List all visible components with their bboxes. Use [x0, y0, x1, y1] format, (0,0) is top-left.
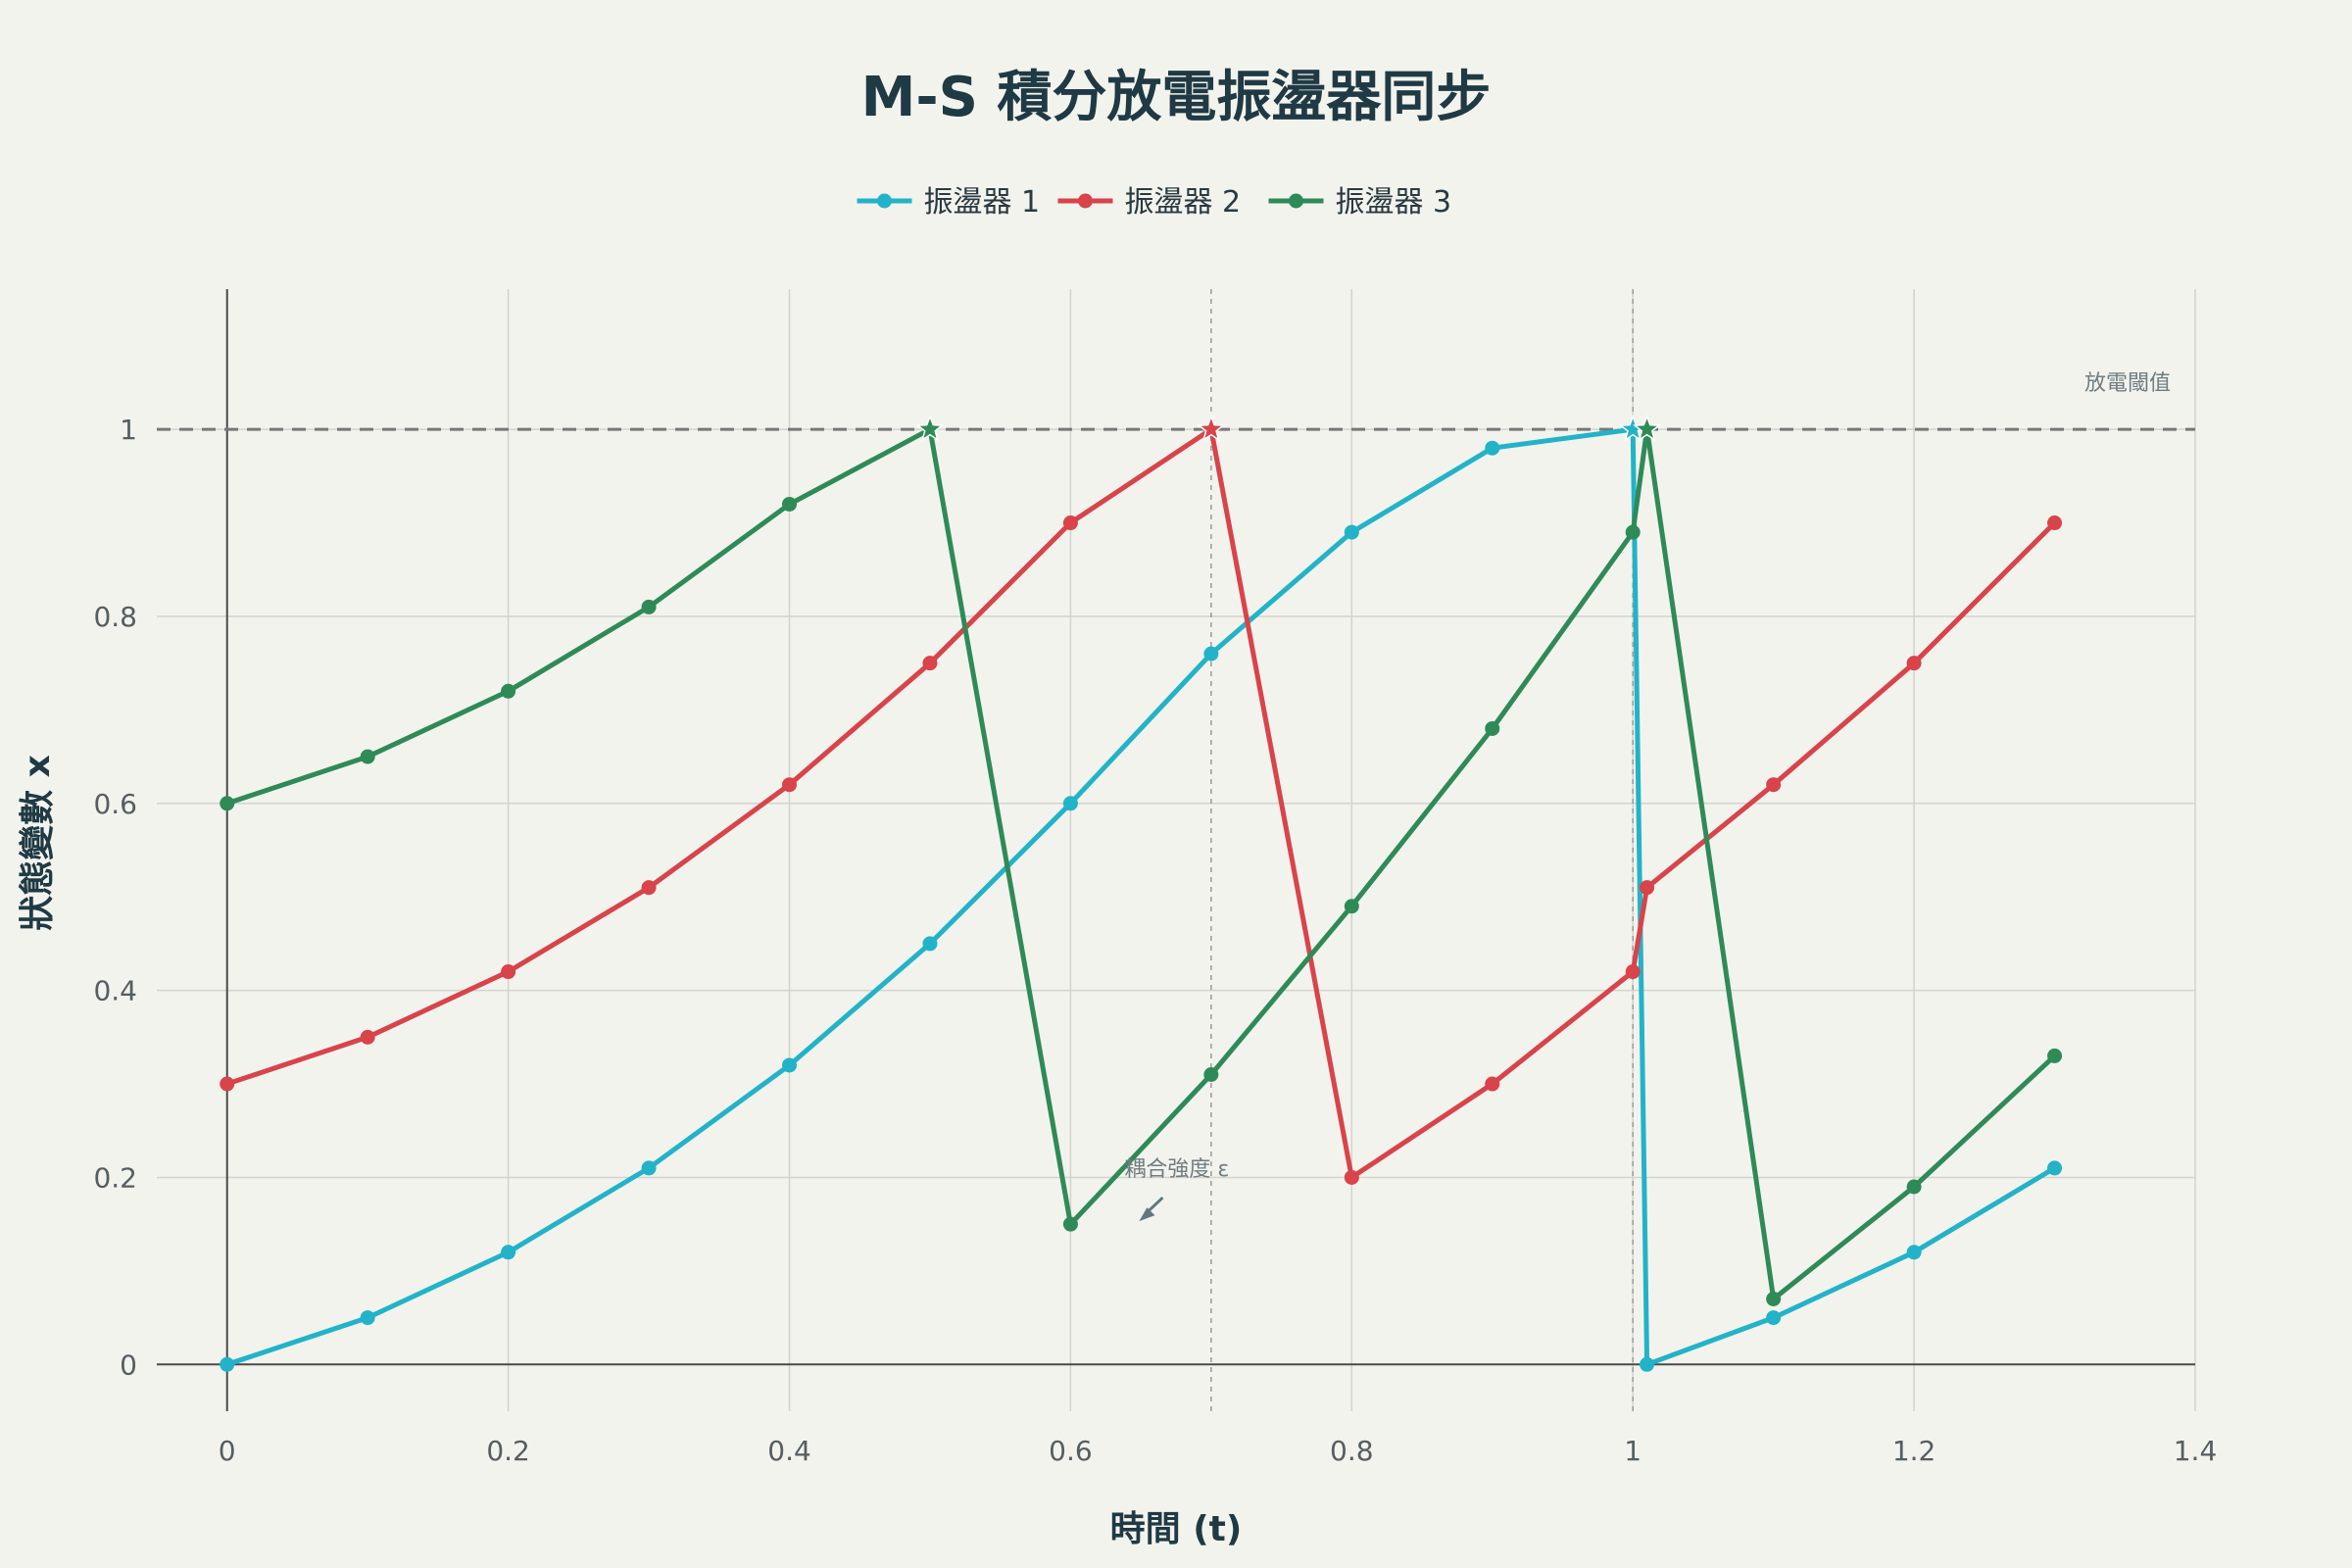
data-point	[1485, 720, 1500, 736]
y-tick-label: 0.2	[93, 1161, 137, 1194]
data-point	[1485, 1076, 1500, 1092]
data-point	[1906, 1179, 1922, 1195]
x-tick-label: 0.8	[1330, 1435, 1374, 1467]
data-point	[1906, 1245, 1922, 1260]
legend: 振盪器 1 振盪器 2 振盪器 3	[857, 185, 1452, 220]
legend-item-1: 振盪器 1	[857, 185, 1041, 220]
data-point	[922, 936, 938, 952]
data-point	[1344, 1169, 1359, 1185]
y-tick-label: 0	[120, 1348, 137, 1381]
data-point	[220, 796, 235, 811]
legend-swatch-marker	[877, 193, 892, 209]
data-point	[360, 1029, 375, 1045]
data-point	[1344, 524, 1359, 540]
annotation-arrowhead	[1139, 1207, 1155, 1222]
data-point	[501, 683, 516, 699]
data-point	[782, 1057, 798, 1073]
data-point	[220, 1356, 235, 1372]
series-line	[225, 426, 2056, 1367]
threshold-line: 放電閾值	[157, 371, 2195, 431]
data-point	[1203, 1067, 1219, 1082]
x-tick-label: 0.4	[767, 1435, 811, 1467]
data-point	[641, 1160, 657, 1176]
data-point	[641, 599, 657, 614]
x-tick-label: 0.2	[486, 1435, 530, 1467]
y-tick-label: 0.6	[93, 788, 137, 820]
series-1	[220, 414, 2063, 1372]
data-point	[220, 1076, 235, 1092]
vertical-markers	[1210, 289, 1634, 1411]
legend-swatch-marker	[1289, 193, 1303, 209]
series-2	[220, 414, 2063, 1185]
data-point	[2047, 515, 2063, 531]
x-tick-label: 0	[219, 1435, 236, 1467]
series-layer	[220, 414, 2063, 1372]
annotations: 耦合強度 ε	[1124, 1157, 1229, 1222]
data-point	[1203, 646, 1219, 662]
data-point	[1766, 1292, 1782, 1306]
data-point	[1344, 899, 1359, 914]
y-tick-label: 0.4	[93, 975, 137, 1007]
fire-star-marker	[915, 414, 945, 442]
chart-title: M-S 積分放電振盪器同步	[861, 66, 1492, 129]
x-tick-label: 1	[1624, 1435, 1642, 1467]
legend-label: 振盪器 1	[924, 185, 1041, 220]
series-3	[220, 414, 2063, 1306]
data-point	[782, 496, 798, 512]
fire-star-marker	[1633, 414, 1661, 442]
data-point	[501, 1245, 516, 1260]
y-axis-title: 狀態變數 x	[18, 755, 58, 931]
x-tick-label: 1.4	[2174, 1435, 2218, 1467]
data-point	[360, 749, 375, 764]
y-tick-label: 0.8	[93, 601, 137, 633]
x-axis-title: 時間 (t)	[1110, 1509, 1243, 1549]
data-point	[1640, 1356, 1655, 1372]
data-point	[1062, 796, 1078, 811]
axes: 0 0.2 0.4 0.6 0.8 1 1.2 1.4 0 0.2 0.4 0.6 0.8 1	[93, 289, 2217, 1467]
data-point	[360, 1310, 375, 1326]
fire-star-marker	[1197, 414, 1226, 442]
data-point	[1625, 524, 1641, 540]
data-point	[922, 656, 938, 671]
grid	[157, 289, 2196, 1411]
data-point	[1766, 1310, 1782, 1326]
data-point	[1766, 777, 1782, 793]
data-point	[1485, 440, 1500, 456]
data-point	[501, 964, 516, 980]
legend-item-2: 振盪器 2	[1057, 185, 1242, 220]
data-point	[1062, 515, 1078, 531]
data-point	[1062, 1216, 1078, 1232]
data-point	[2047, 1048, 2063, 1063]
x-tick-label: 0.6	[1049, 1435, 1093, 1467]
legend-label: 振盪器 2	[1125, 185, 1242, 220]
data-point	[641, 880, 657, 896]
data-point	[782, 777, 798, 793]
data-point	[1640, 880, 1655, 896]
legend-swatch-marker	[1078, 193, 1093, 209]
legend-item-3: 振盪器 3	[1268, 185, 1452, 220]
x-tick-label: 1.2	[1892, 1435, 1936, 1467]
legend-label: 振盪器 3	[1336, 185, 1452, 220]
data-point	[1906, 656, 1922, 671]
data-point	[2047, 1160, 2063, 1176]
y-tick-label: 1	[120, 414, 137, 446]
threshold-label: 放電閾值	[2084, 371, 2171, 396]
annotation-label: 耦合強度 ε	[1124, 1157, 1229, 1182]
data-point	[1625, 964, 1641, 980]
